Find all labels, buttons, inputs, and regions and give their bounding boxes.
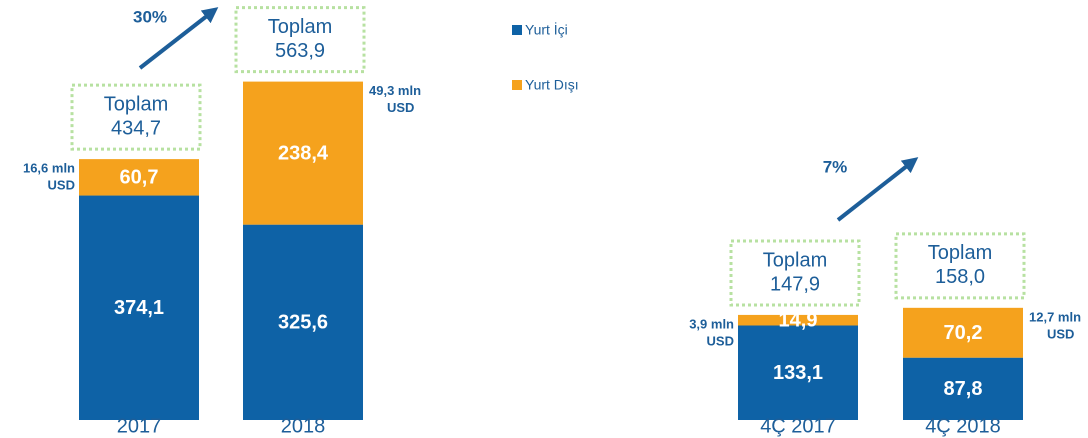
note: 12,7 mln xyxy=(1029,309,1081,324)
note: 16,6 mln xyxy=(23,161,75,176)
value-label: 238,4 xyxy=(278,142,329,164)
bar-segment xyxy=(79,159,199,196)
x-tick-label: 4Ç 2018 xyxy=(925,415,1001,437)
note: USD xyxy=(1047,326,1074,341)
x-tick-label: 2017 xyxy=(117,415,162,437)
x-tick-label: 4Ç 2017 xyxy=(760,415,836,437)
total-title: Toplam xyxy=(928,242,992,264)
note: USD xyxy=(48,178,75,193)
growth-label: 30% xyxy=(133,7,167,26)
total-title: Toplam xyxy=(268,16,332,38)
value-label: 133,1 xyxy=(773,362,823,384)
legend-swatch xyxy=(512,25,522,35)
total-value: 147,9 xyxy=(770,273,820,295)
bar-segment xyxy=(738,314,858,326)
note: 3,9 mln xyxy=(689,316,734,331)
total-value: 563,9 xyxy=(275,40,325,62)
bar-segment xyxy=(79,195,199,420)
total-title: Toplam xyxy=(763,249,827,271)
legend-swatch xyxy=(512,80,522,90)
bar-segment xyxy=(903,357,1023,420)
total-value: 434,7 xyxy=(111,117,161,139)
x-tick-label: 2018 xyxy=(281,415,326,437)
value-label: 87,8 xyxy=(944,378,983,400)
legend-label: Yurt Dışı xyxy=(525,77,579,93)
value-label: 325,6 xyxy=(278,312,328,334)
bar-segment xyxy=(738,325,858,420)
value-label: 374,1 xyxy=(114,297,164,319)
bar-segment xyxy=(243,81,363,225)
legend-label: Yurt İçi xyxy=(525,21,568,38)
value-label: 14,9 xyxy=(779,309,818,331)
note: 49,3 mln xyxy=(369,83,421,98)
bar-segment xyxy=(903,307,1023,358)
growth-label: 7% xyxy=(823,157,848,176)
note: USD xyxy=(707,333,734,348)
value-label: 60,7 xyxy=(120,167,159,189)
bar-segment xyxy=(243,224,363,420)
total-title: Toplam xyxy=(104,93,168,115)
growth-arrow xyxy=(836,157,919,222)
value-label: 70,2 xyxy=(944,322,983,344)
growth-arrow xyxy=(138,7,219,70)
total-value: 158,0 xyxy=(935,266,985,288)
note: USD xyxy=(387,100,414,115)
